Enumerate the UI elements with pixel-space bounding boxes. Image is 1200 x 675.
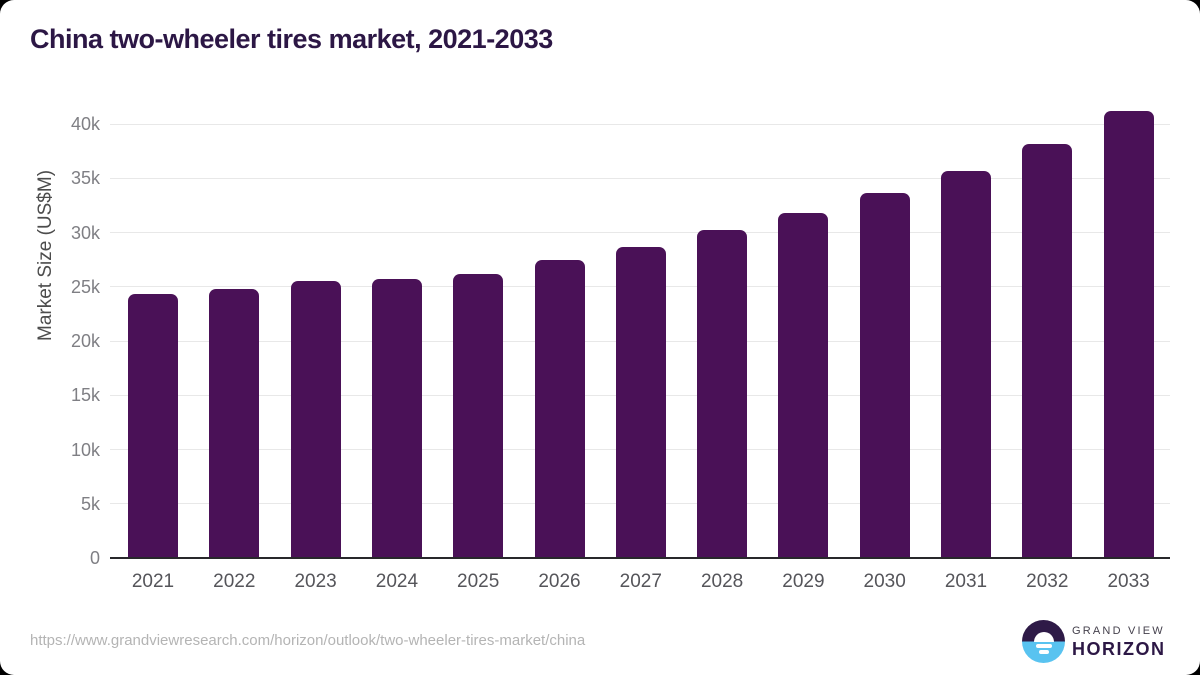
sunset-reflection-line-1 bbox=[1035, 644, 1052, 648]
bar-2031[interactable] bbox=[941, 170, 991, 558]
bar-2033[interactable] bbox=[1103, 110, 1154, 558]
sunset-reflection-line-2 bbox=[1038, 650, 1049, 654]
sunset-dome-shape bbox=[1033, 631, 1054, 642]
bar-2026[interactable] bbox=[534, 259, 585, 558]
gridline bbox=[110, 232, 1170, 233]
y-tick-label: 35k bbox=[70, 168, 100, 189]
y-tick-label: 10k bbox=[70, 439, 100, 460]
logo-brand-line1: GRAND VIEW bbox=[1072, 625, 1165, 637]
y-tick-label: 30k bbox=[70, 222, 100, 243]
x-tick-label: 2031 bbox=[944, 571, 988, 592]
bar-2022[interactable] bbox=[209, 288, 260, 558]
y-tick-label: 5k bbox=[80, 493, 100, 514]
x-tick-label: 2023 bbox=[294, 571, 337, 592]
x-tick-label: 2029 bbox=[782, 571, 825, 592]
chart-title: China two-wheeler tires market, 2021-203… bbox=[30, 24, 553, 54]
bar-2030[interactable] bbox=[859, 193, 910, 558]
gridline bbox=[110, 177, 1170, 179]
x-tick-label: 2027 bbox=[619, 571, 662, 592]
logo-text: GRAND VIEW HORIZON bbox=[1072, 625, 1166, 660]
grand-view-horizon-logo: GRAND VIEW HORIZON bbox=[1022, 620, 1172, 664]
bar-2025[interactable] bbox=[453, 273, 504, 558]
x-tick-label: 2026 bbox=[538, 571, 581, 592]
x-tick-label: 2032 bbox=[1026, 571, 1069, 592]
y-tick-label: 0 bbox=[89, 548, 100, 568]
gridline bbox=[110, 123, 1170, 125]
y-tick-label: 40k bbox=[70, 114, 100, 134]
x-tick-label: 2022 bbox=[213, 571, 256, 592]
x-axis-line bbox=[110, 557, 1170, 559]
x-tick-label: 2028 bbox=[700, 571, 744, 592]
y-tick-label: 25k bbox=[70, 276, 100, 297]
x-tick-label: 2024 bbox=[375, 571, 419, 592]
bar-2024[interactable] bbox=[371, 279, 422, 558]
x-tick-label: 2033 bbox=[1107, 571, 1150, 592]
source-url: https://www.grandviewresearch.com/horizo… bbox=[30, 632, 586, 649]
x-tick-label: 2021 bbox=[131, 571, 175, 592]
x-tick-label: 2030 bbox=[863, 571, 906, 592]
horizon-sunset-icon bbox=[1022, 620, 1065, 663]
y-tick-label: 15k bbox=[70, 385, 100, 406]
bar-2029[interactable] bbox=[778, 212, 829, 558]
bar-2028[interactable] bbox=[697, 230, 748, 558]
bar-2021[interactable] bbox=[128, 294, 178, 558]
bar-2032[interactable] bbox=[1022, 143, 1073, 558]
y-tick-label: 20k bbox=[70, 331, 100, 351]
logo-brand-line2: HORIZON bbox=[1072, 639, 1166, 659]
bar-2027[interactable] bbox=[615, 246, 666, 558]
x-tick-label: 2025 bbox=[457, 571, 500, 592]
bar-2023[interactable] bbox=[290, 281, 341, 558]
